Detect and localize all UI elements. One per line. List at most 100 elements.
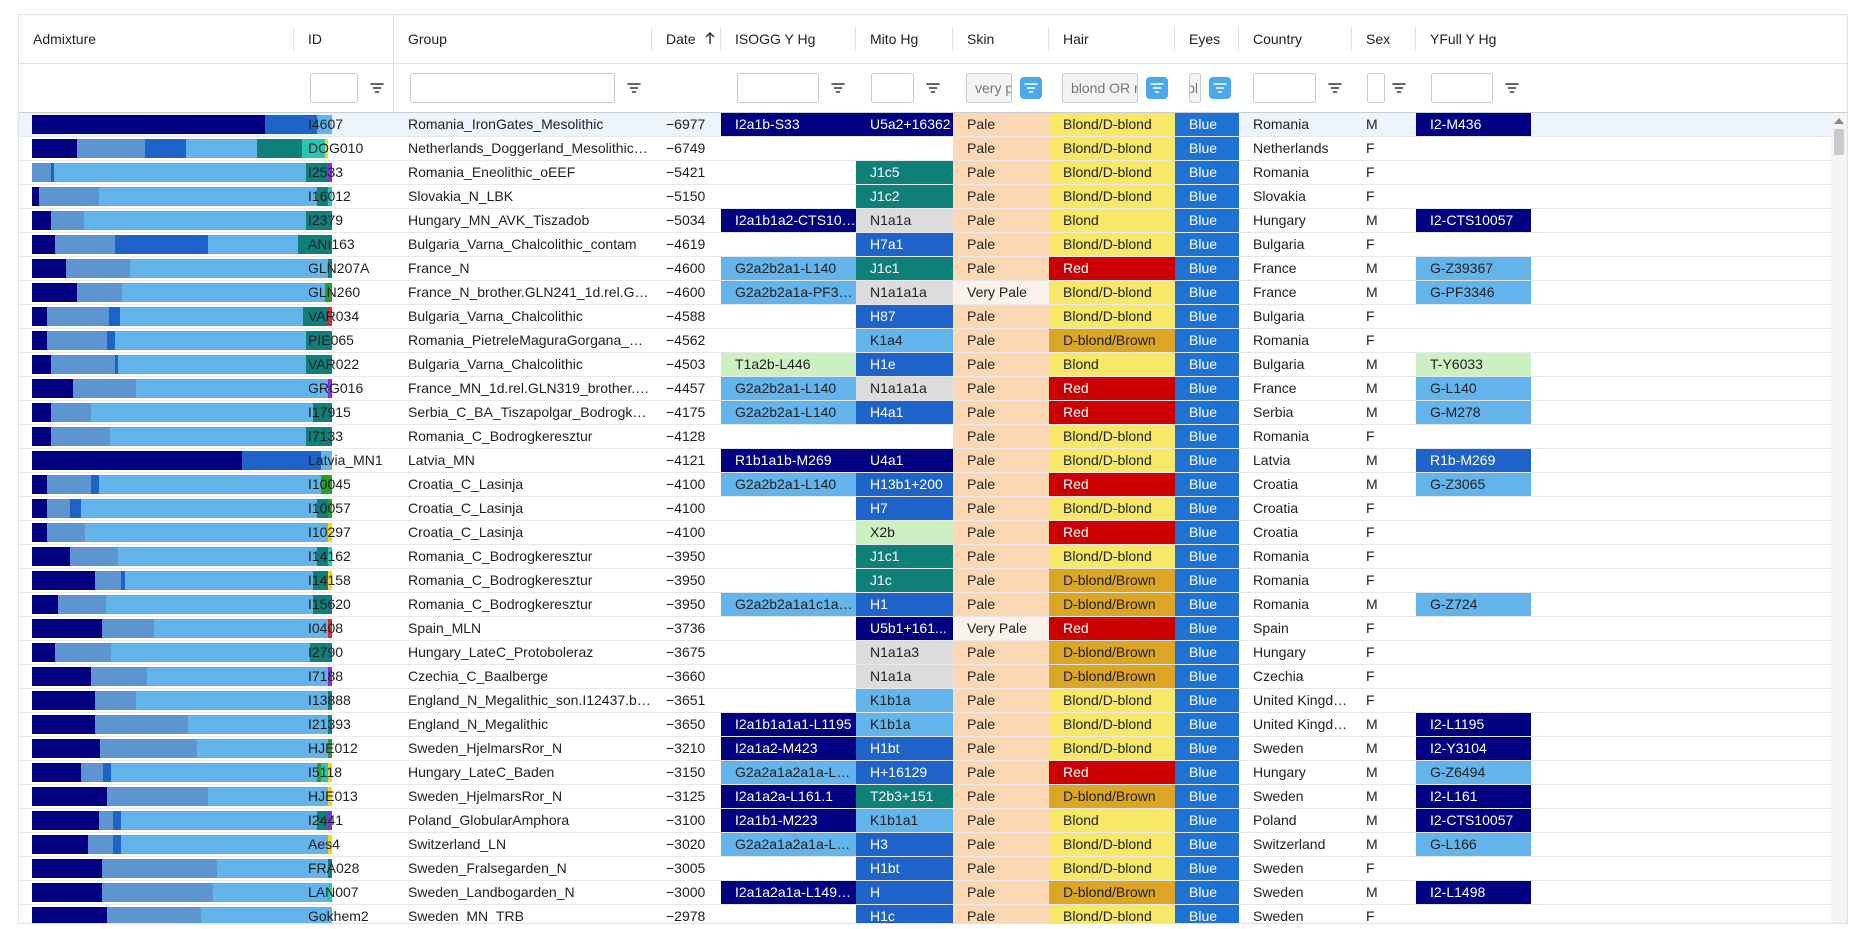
- table-row[interactable]: Aes4 Switzerland_LN −3020 G2a2a1a2a1a-L166 H…: [19, 833, 1847, 857]
- skin-cell: Pale: [953, 857, 1049, 880]
- admixture-bar: [32, 235, 332, 254]
- table-row[interactable]: I16012 Slovakia_N_LBK −5150 J1c2 Pale Blond/D…: [19, 185, 1847, 209]
- header-admixture[interactable]: Admixture: [19, 15, 294, 63]
- admixture-segment: [328, 763, 332, 782]
- header-isogg[interactable]: ISOGG Y Hg: [721, 15, 856, 63]
- admixture-segment: [94, 691, 136, 710]
- column-separator[interactable]: [1238, 27, 1239, 51]
- table-row[interactable]: ANI163 Bulgaria_Varna_Chalcolithic_contam…: [19, 233, 1847, 257]
- header-yfull[interactable]: YFull Y Hg: [1416, 15, 1531, 63]
- filter-input-hair[interactable]: blond OR red: [1062, 73, 1138, 103]
- header-sex[interactable]: Sex: [1352, 15, 1416, 63]
- header-eyes[interactable]: Eyes: [1175, 15, 1239, 63]
- filter-icon[interactable]: [1020, 77, 1042, 99]
- table-row[interactable]: VAR022 Bulgaria_Varna_Chalcolithic −4503 T1…: [19, 353, 1847, 377]
- table-row[interactable]: HJE013 Sweden_HjelmarsRor_N −3125 I2a1a2a-L…: [19, 785, 1847, 809]
- filter-icon[interactable]: [1388, 77, 1410, 99]
- table-row[interactable]: I13888 England_N_Megalithic_son.I12437.br…: [19, 689, 1847, 713]
- admixture-segment: [54, 235, 115, 254]
- table-row[interactable]: HJE012 Sweden_HjelmarsRor_N −3210 I2a1a2-M4…: [19, 737, 1847, 761]
- filter-input-isogg[interactable]: [737, 73, 819, 103]
- table-row[interactable]: GRG016 France_MN_1d.rel.GLN319_brother.GL…: [19, 377, 1847, 401]
- header-date[interactable]: Date: [652, 15, 721, 63]
- table-row[interactable]: I2533 Romania_Eneolithic_oEEF −5421 J1c5 Pal…: [19, 161, 1847, 185]
- group-cell: Sweden_MN_TRB: [408, 908, 524, 924]
- filter-input-eyes[interactable]: bl: [1189, 73, 1201, 103]
- table-row[interactable]: I15620 Romania_C_Bodrogkeresztur −3950 G2a2…: [19, 593, 1847, 617]
- filter-icon[interactable]: [922, 77, 944, 99]
- scroll-thumb[interactable]: [1834, 129, 1844, 155]
- filter-icon[interactable]: [623, 77, 645, 99]
- filter-icon[interactable]: [1146, 77, 1168, 99]
- table-row[interactable]: I2379 Hungary_MN_AVK_Tiszadob −5034 I2a1b1a…: [19, 209, 1847, 233]
- header-hair[interactable]: Hair: [1049, 15, 1175, 63]
- skin-cell: Pale: [953, 521, 1049, 544]
- column-separator[interactable]: [855, 27, 856, 51]
- filter-icon[interactable]: [1324, 77, 1346, 99]
- header-mito[interactable]: Mito Hg: [856, 15, 953, 63]
- filter-icon[interactable]: [827, 77, 849, 99]
- header-country[interactable]: Country: [1239, 15, 1352, 63]
- column-separator[interactable]: [293, 27, 294, 51]
- filter-input-skin[interactable]: very pa: [966, 73, 1012, 103]
- column-separator[interactable]: [1048, 27, 1049, 51]
- column-separator[interactable]: [651, 27, 652, 51]
- date-cell: −4100: [666, 524, 706, 540]
- sort-ascending-icon[interactable]: [704, 16, 716, 64]
- table-row[interactable]: I10045 Croatia_C_Lasinja −4100 G2a2b2a1-L14…: [19, 473, 1847, 497]
- filter-input-yfull[interactable]: [1431, 73, 1493, 103]
- filter-input-id[interactable]: [310, 73, 358, 103]
- eyes-cell: Blue: [1175, 689, 1239, 712]
- table-row[interactable]: FRA028 Sweden_Fralsegarden_N −3005 H1bt Pale…: [19, 857, 1847, 881]
- admixture-segment: [135, 691, 329, 710]
- id-cell: HJE013: [308, 788, 358, 804]
- column-separator[interactable]: [1174, 27, 1175, 51]
- table-row[interactable]: PIE065 Romania_PietreleMaguraGorgana_Gume…: [19, 329, 1847, 353]
- table-row[interactable]: I21393 England_N_Megalithic −3650 I2a1b1a1a…: [19, 713, 1847, 737]
- table-row[interactable]: DOG010 Netherlands_Doggerland_Mesolithic_…: [19, 137, 1847, 161]
- table-row[interactable]: I4607 Romania_IronGates_Mesolithic −6977 I2…: [19, 113, 1847, 137]
- filter-input-group[interactable]: [410, 73, 615, 103]
- table-row[interactable]: I7133 Romania_C_Bodrogkeresztur −4128 Pale B…: [19, 425, 1847, 449]
- table-row[interactable]: I17915 Serbia_C_BA_Tiszapolgar_Bodrogkere…: [19, 401, 1847, 425]
- header-group[interactable]: Group: [394, 15, 652, 63]
- table-row[interactable]: I5118 Hungary_LateC_Baden −3150 G2a2a1a2a1a…: [19, 761, 1847, 785]
- table-row[interactable]: I10057 Croatia_C_Lasinja −4100 H7 Pale Blond/…: [19, 497, 1847, 521]
- table-row[interactable]: LAN007 Sweden_Landbogarden_N −3000 I2a1a2a1…: [19, 881, 1847, 905]
- filter-icon[interactable]: [1501, 77, 1523, 99]
- date-cell: −4562: [666, 332, 706, 348]
- filter-input-country[interactable]: [1253, 73, 1316, 103]
- admixture-bar: [32, 811, 332, 830]
- admixture-bar: [32, 595, 332, 614]
- admixture-segment: [32, 331, 47, 350]
- filter-input-sex[interactable]: [1367, 73, 1385, 103]
- sex-cell: M: [1366, 116, 1378, 132]
- table-row[interactable]: Latvia_MN1 Latvia_MN −4121 R1b1a1b-M269 U4a1…: [19, 449, 1847, 473]
- column-separator[interactable]: [952, 27, 953, 51]
- table-row[interactable]: I2441 Poland_GlobularAmphora −3100 I2a1b1-M…: [19, 809, 1847, 833]
- sex-cell: F: [1366, 164, 1375, 180]
- table-row[interactable]: VAR034 Bulgaria_Varna_Chalcolithic −4588 H8…: [19, 305, 1847, 329]
- id-cell: PIE065: [308, 332, 354, 348]
- column-separator[interactable]: [1351, 27, 1352, 51]
- table-row[interactable]: Gokhem2 Sweden_MN_TRB −2978 H1c Pale Blond/D-…: [19, 905, 1847, 924]
- table-row[interactable]: I14158 Romania_C_Bodrogkeresztur −3950 J1c P…: [19, 569, 1847, 593]
- filter-icon[interactable]: [366, 77, 388, 99]
- filter-icon[interactable]: [1209, 77, 1231, 99]
- header-id[interactable]: ID: [294, 15, 394, 63]
- table-row[interactable]: I14162 Romania_C_Bodrogkeresztur −3950 J1c1…: [19, 545, 1847, 569]
- table-row[interactable]: I2790 Hungary_LateC_Protoboleraz −3675 N1a1…: [19, 641, 1847, 665]
- table-row[interactable]: GLN260 France_N_brother.GLN241_1d.rel.GLN…: [19, 281, 1847, 305]
- column-separator[interactable]: [1415, 27, 1416, 51]
- column-separator[interactable]: [720, 27, 721, 51]
- group-cell: Romania_C_Bodrogkeresztur: [408, 548, 593, 564]
- admixture-segment: [306, 427, 332, 446]
- filter-input-mito[interactable]: [871, 73, 914, 103]
- table-row[interactable]: I0408 Spain_MLN −3736 U5b1+161... Very Pale R…: [19, 617, 1847, 641]
- table-row[interactable]: I7188 Czechia_C_Baalberge −3660 N1a1a Pale D-…: [19, 665, 1847, 689]
- table-row[interactable]: I10297 Croatia_C_Lasinja −4100 X2b Pale Red Bl…: [19, 521, 1847, 545]
- header-skin[interactable]: Skin: [953, 15, 1049, 63]
- scroll-up-arrow-icon[interactable]: [1834, 118, 1844, 124]
- vertical-scrollbar[interactable]: [1831, 113, 1847, 923]
- table-row[interactable]: GLN207A France_N −4600 G2a2b2a1-L140 J1c1 Pal…: [19, 257, 1847, 281]
